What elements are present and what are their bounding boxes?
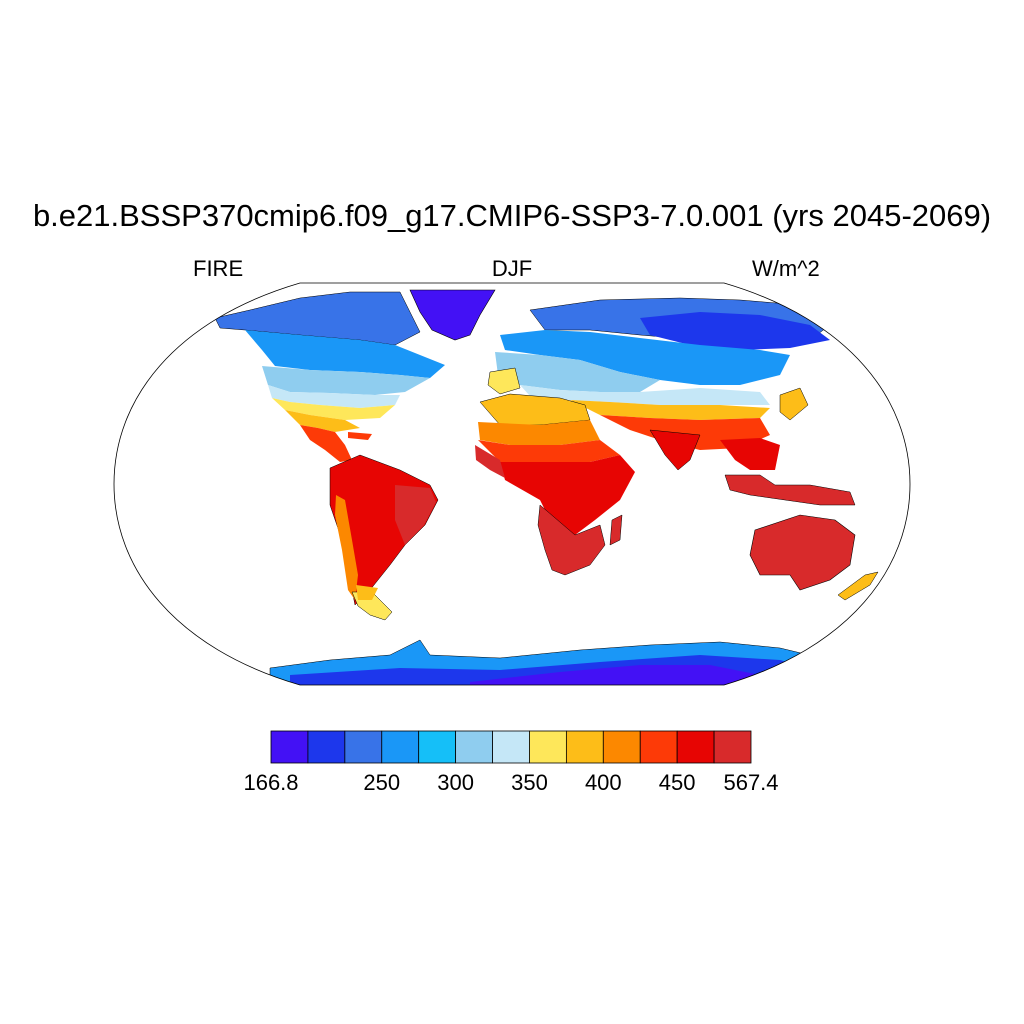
- colorbar-tick-label: 567.4: [723, 770, 779, 795]
- south-america-andes: [335, 495, 358, 600]
- north-america-cool: [262, 366, 430, 395]
- north-america-south: [285, 410, 360, 432]
- variable-label: FIRE: [193, 256, 244, 281]
- colorbar-swatch: [676, 730, 715, 764]
- sahara: [478, 420, 600, 445]
- south-america-east: [395, 485, 436, 545]
- southeast-asia: [720, 438, 780, 470]
- mediterranean-belt: [520, 385, 770, 405]
- australia: [749, 514, 856, 591]
- units-label: W/m^2: [752, 256, 820, 281]
- japan: [779, 387, 809, 421]
- colorbar-tick-label: 350: [511, 770, 548, 795]
- colorbar-tick-label: 166.8: [243, 770, 299, 795]
- europe-cool: [495, 352, 660, 392]
- madagascar: [609, 514, 623, 546]
- plot-title: b.e21.BSSP370cmip6.f09_g17.CMIP6-SSP3-7.…: [32, 198, 992, 233]
- colorbar-swatch: [529, 730, 567, 764]
- iberia-warm: [487, 367, 521, 395]
- colorbar-swatch: [602, 730, 641, 764]
- colorbar-swatch: [307, 730, 346, 764]
- colorbar-swatch: [639, 730, 678, 764]
- eurasia-mid: [500, 330, 790, 385]
- north-america-cold: [245, 330, 445, 378]
- colorbar-swatch: [344, 730, 383, 764]
- new-zealand: [837, 571, 879, 601]
- globe-outline: [113, 282, 911, 686]
- colorbar-swatch: [270, 730, 309, 764]
- colorbar: [270, 730, 752, 764]
- west-africa: [475, 445, 505, 478]
- southern-africa: [537, 504, 606, 576]
- colorbar-swatch: [492, 730, 530, 764]
- central-america: [300, 425, 352, 462]
- colorbar-tick-label: 450: [658, 770, 696, 795]
- middle-east-warm: [570, 400, 770, 420]
- colorbar-tick-label: 400: [584, 770, 622, 795]
- sahel: [478, 440, 620, 462]
- india: [649, 429, 701, 471]
- colorbar-swatch: [418, 730, 457, 764]
- north-america-warm: [272, 398, 395, 420]
- north-america-mild: [268, 385, 400, 408]
- colorbar-swatch: [713, 730, 752, 764]
- greenland-region: [409, 289, 496, 341]
- antarctica-inner: [470, 665, 780, 685]
- colorbar-swatch: [381, 730, 420, 764]
- colorbar-tick-label: 250: [363, 770, 401, 795]
- colorbar-swatch: [565, 730, 604, 764]
- central-africa: [500, 455, 635, 535]
- season-label: DJF: [491, 256, 533, 281]
- eurasia-cold: [640, 312, 830, 350]
- caribbean-islands: [348, 432, 372, 440]
- colorbar-swatch: [455, 730, 493, 764]
- indonesia: [724, 474, 856, 506]
- patagonia-mid: [356, 585, 378, 600]
- colorbar-tick-label: 300: [437, 770, 474, 795]
